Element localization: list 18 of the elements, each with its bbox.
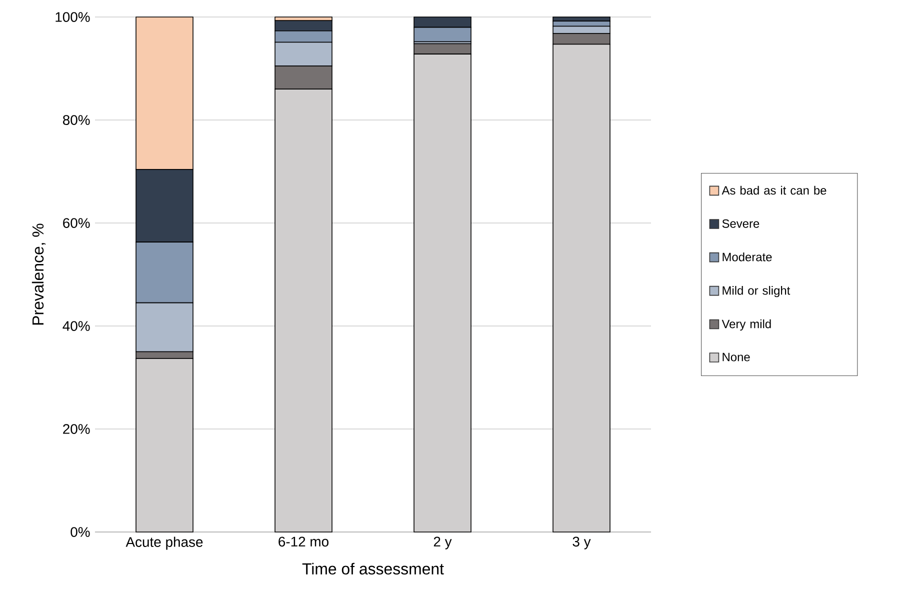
x-tick-label: 6-12 mo bbox=[278, 536, 328, 547]
legend-label: Mild or slight bbox=[722, 286, 790, 298]
legend-label: As bad as it can be bbox=[722, 186, 826, 195]
x-tick-label: 2 y bbox=[434, 536, 452, 550]
x-axis-title: Time of assessment bbox=[302, 562, 444, 575]
legend-label: Very mild bbox=[722, 319, 771, 331]
legend-label: Severe bbox=[722, 219, 760, 228]
y-tick-label: 20% bbox=[63, 424, 90, 434]
y-tick-label: 0% bbox=[70, 527, 90, 537]
y-axis-title: Prevalence, % bbox=[32, 224, 46, 325]
legend-label: None bbox=[722, 352, 750, 362]
legend-label: Moderate bbox=[722, 252, 772, 262]
y-tick-label: 100% bbox=[56, 12, 90, 22]
y-tick-label: 60% bbox=[63, 218, 90, 228]
x-tick-label: 3 y bbox=[572, 536, 591, 550]
x-tick-label: Acute phase bbox=[126, 536, 203, 550]
y-tick-label: 40% bbox=[62, 321, 90, 331]
y-tick-label: 80% bbox=[62, 115, 90, 125]
